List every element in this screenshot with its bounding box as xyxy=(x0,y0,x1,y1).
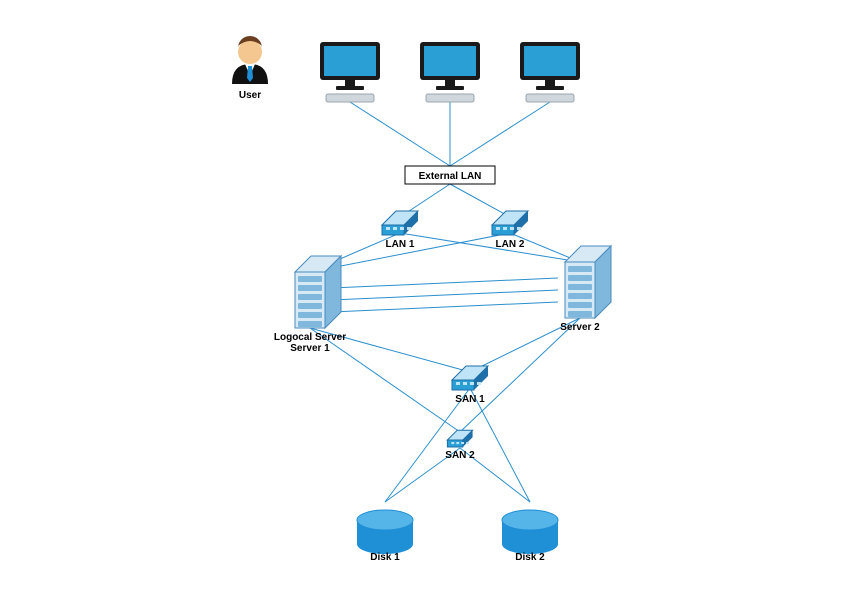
label-san1: SAN 1 xyxy=(455,394,485,405)
node-san2: SAN 2 xyxy=(445,430,475,461)
label-server2: Server 2 xyxy=(560,322,600,333)
label-disk2: Disk 2 xyxy=(515,552,545,563)
node-lan1: LAN 1 xyxy=(382,211,418,250)
node-pc3 xyxy=(520,42,580,102)
edges-layer xyxy=(310,102,580,502)
label-server1: Logocal Server xyxy=(274,332,346,343)
node-server2: Server 2 xyxy=(560,246,611,333)
node-disk1: Disk 1 xyxy=(357,510,413,563)
node-pc1 xyxy=(320,42,380,102)
label-server1: Server 1 xyxy=(290,343,330,354)
network-diagram: User External LAN LAN 1 LAN 2 Logocal Server… xyxy=(0,0,843,596)
label-ext_lan: External LAN xyxy=(419,171,482,182)
node-lan2: LAN 2 xyxy=(492,211,528,250)
nodes-layer: User External LAN LAN 1 LAN 2 Logocal Server… xyxy=(232,36,611,563)
node-user: User xyxy=(232,36,268,101)
label-disk1: Disk 1 xyxy=(370,552,400,563)
node-pc2 xyxy=(420,42,480,102)
label-user: User xyxy=(239,90,261,101)
label-lan2: LAN 2 xyxy=(496,239,525,250)
node-server1: Logocal ServerServer 1 xyxy=(274,256,346,354)
label-lan1: LAN 1 xyxy=(386,239,415,250)
node-disk2: Disk 2 xyxy=(502,510,558,563)
label-san2: SAN 2 xyxy=(445,450,475,461)
node-san1: SAN 1 xyxy=(452,366,488,405)
node-ext_lan: External LAN xyxy=(405,166,495,184)
